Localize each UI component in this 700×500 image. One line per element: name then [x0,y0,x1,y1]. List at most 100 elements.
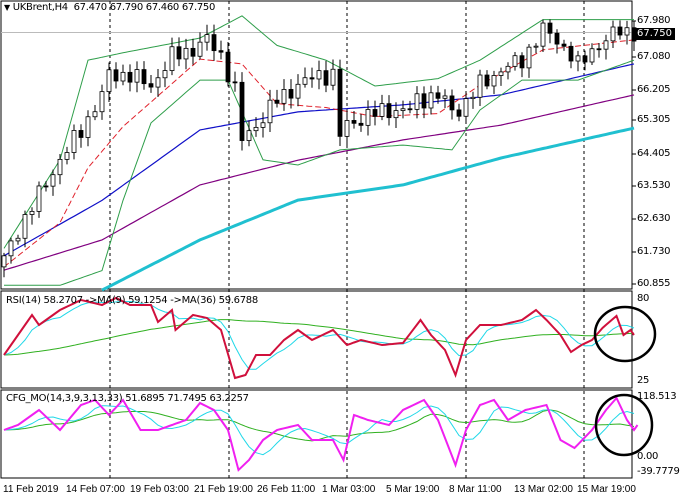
candle-body [197,41,203,57]
candle-body [351,120,357,124]
rsi-axis-25: 25 [637,375,650,386]
candle-body [281,89,287,104]
candle-body [547,22,553,34]
cfg-axis-bottom: -39.7779 [637,466,680,477]
candle-body [288,89,294,99]
candle-body [85,116,91,138]
candle-body [603,40,609,50]
candle-body [15,237,21,242]
candle-body [505,65,511,73]
candle-body [8,240,14,257]
candle-body [295,83,301,99]
candle-body [148,83,154,88]
candle-body [617,26,623,36]
candle-body [99,91,105,113]
candle-body [274,99,280,104]
candle-body [64,152,70,160]
candle-body [323,70,329,86]
candle-body [568,45,574,62]
candle-body [29,210,35,215]
candle-body [50,174,56,187]
ma-mid-line [3,94,635,271]
candle-body [442,95,448,99]
candle-body [484,74,490,87]
ma-fast-line [3,63,635,257]
time-axis-label: 15 Mar 19:00 [577,484,636,495]
price-axis-label: 60.855 [637,278,671,289]
candle-body [491,75,497,87]
time-axis-label: 8 Mar 11:00 [449,484,502,495]
price-axis-label: 65.305 [637,114,671,125]
candle-body [435,92,441,99]
time-axis-label: 11 Feb 2019 [3,484,59,495]
candle-body [575,55,581,62]
dropdown-triangle-icon[interactable]: ▼ [4,3,10,12]
candle-body [1,255,7,268]
candle-body [456,109,462,117]
candle-body [183,47,189,60]
candle-body [428,92,434,109]
candle-body [239,81,245,141]
annotation-circle-rsi [593,305,657,363]
price-axis-label: 62.630 [637,213,671,224]
cfg-signal-slow [3,409,635,442]
candle-body [330,68,336,86]
candle-body [176,46,182,60]
bollinger-upper [3,15,634,249]
candle-body [379,103,385,117]
candle-body [43,185,49,188]
cfg-axis-zero: 0.00 [637,451,659,462]
candle-body [141,69,147,85]
time-axis-label: 26 Feb 11:00 [257,484,316,495]
candle-body [337,68,343,137]
candle-body [596,48,602,51]
candle-body [260,122,266,128]
candle-body [225,51,231,83]
cfg-signal-fast [3,405,635,456]
price-axis-label: 67.080 [637,51,671,62]
symbol-header: ▼ UKBrent,H4 67.470 67.790 67.460 67.750 [4,2,215,14]
candle-body [533,45,539,48]
candle-body [386,103,392,119]
candle-body [92,111,98,118]
candle-body [113,69,119,82]
time-axis-label: 5 Mar 19:00 [386,484,440,495]
annotation-circle-cfg [594,393,654,457]
time-axis-label: 19 Feb 03:00 [130,484,189,495]
rsi-ma9-line [3,301,635,370]
candle-body [218,50,224,53]
symbol-label: UKBrent,H4 [12,2,68,13]
price-axis-label: 67.980 [637,15,671,26]
candle-body [162,70,168,79]
candle-body [582,55,588,63]
candle-body [190,47,196,57]
candle-body [414,93,420,110]
price-axis-label: 61.730 [637,246,671,257]
candle-body [246,130,252,141]
cfg-label: CFG_MO(14,3,9,3,13,33) 51.6895 71.7495 6… [6,393,249,404]
candle-body [309,77,315,80]
ma-slow-line [101,126,635,292]
ohlc-values: 67.470 67.790 67.460 67.750 [73,2,216,13]
rsi-label: RSI(14) 58.2707 ->MA(9) 59.1254 ->MA(36)… [6,295,258,306]
candle-body [498,71,504,76]
candle-body [358,122,364,126]
candle-body [449,95,455,111]
candle-body [554,32,560,45]
candle-body [463,98,469,117]
rsi-panel-frame [0,290,633,389]
candle-body [344,120,350,137]
candle-body [211,34,217,52]
candle-body [610,26,616,42]
candle-body [302,77,308,85]
candle-body [232,81,238,84]
candle-body [134,69,140,83]
time-axis-label: 13 Mar 02:00 [514,484,573,495]
candle-body [512,55,518,67]
main-panel-frame [0,0,633,290]
candle-body [106,69,112,93]
candle-body [421,93,427,109]
candle-body [127,71,133,83]
